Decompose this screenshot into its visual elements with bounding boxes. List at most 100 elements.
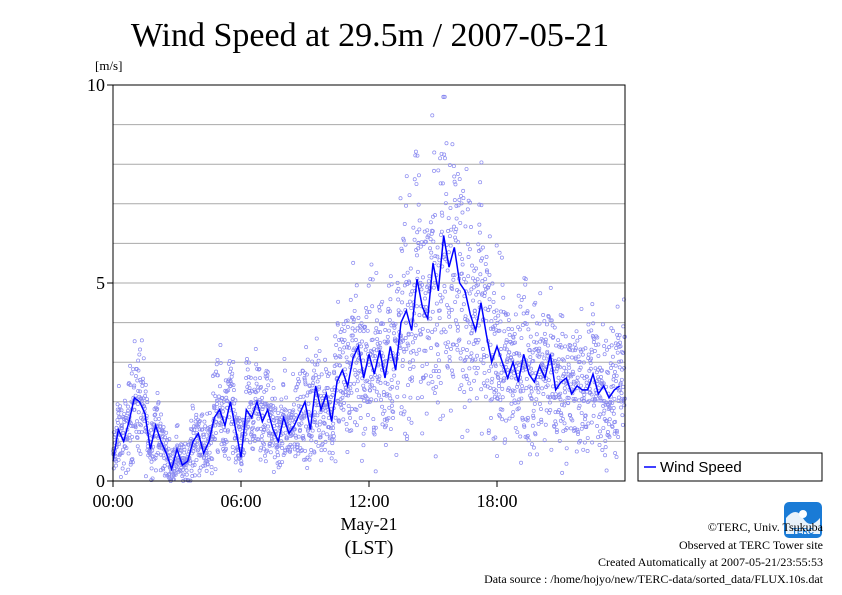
scatter-point [609,326,614,331]
scatter-point [230,371,235,376]
scatter-point [392,325,397,330]
scatter-point [135,419,139,424]
scatter-point [398,196,403,201]
scatter-point [488,342,493,347]
scatter-point [325,386,330,390]
scatter-point [505,312,510,317]
scatter-point [289,444,294,449]
scatter-point [202,432,207,437]
scatter-point [559,345,564,350]
scatter-point [597,443,602,447]
scatter-point [447,314,452,319]
scatter-point [560,331,565,336]
scatter-point [136,388,141,393]
scatter-point [339,405,344,410]
scatter-point [575,427,580,432]
scatter-point [411,225,416,230]
scatter-point [458,356,463,361]
scatter-point [250,434,255,439]
scatter-point [439,330,444,335]
scatter-point [550,392,555,397]
scatter-point [479,387,484,392]
scatter-point [436,168,441,173]
scatter-point [216,394,221,399]
scatter-point [559,402,564,407]
scatter-point [359,321,364,326]
scatter-point [116,384,121,388]
scatter-point [182,447,187,452]
scatter-point [405,270,410,275]
scatter-point [305,393,310,398]
scatter-point [611,411,616,416]
scatter-point [464,324,469,329]
scatter-point [570,355,574,360]
scatter-point [253,396,258,401]
scatter-point [307,457,312,462]
scatter-point [318,419,323,424]
scatter-point [620,367,624,372]
scatter-point [229,366,233,371]
scatter-point [397,313,401,318]
scatter-point [467,247,472,252]
scatter-point [405,434,409,439]
legend: Wind Speed [637,452,823,482]
scatter-point [439,151,444,156]
scatter-point [288,449,292,454]
scatter-point [140,383,145,388]
scatter-point [395,280,400,285]
scatter-point [499,347,504,351]
scatter-point [424,362,429,366]
scatter-point [446,216,451,221]
scatter-point [252,433,257,438]
scatter-point [444,141,449,146]
scatter-point [205,411,210,416]
scatter-point [377,308,382,313]
scatter-point [332,371,337,376]
scatter-point [412,237,417,242]
scatter-point [513,425,518,430]
scatter-point [455,328,460,333]
scatter-point [438,181,443,186]
scatter-point [479,431,484,436]
scatter-point [368,277,373,282]
scatter-point [461,374,466,379]
scatter-point [479,203,484,208]
scatter-point [413,323,418,328]
scatter-point [429,255,434,260]
scatter-point [608,361,613,366]
scatter-point [391,410,396,414]
scatter-point [380,299,385,304]
scatter-point [163,435,168,440]
scatter-point [303,382,308,387]
scatter-point [157,442,162,447]
scatter-point [517,397,522,402]
scatter-point [455,347,460,352]
scatter-point [345,318,350,323]
scatter-point [396,380,400,385]
scatter-point [483,394,488,399]
scatter-point [401,273,406,278]
scatter-point [522,295,527,300]
scatter-point [342,401,347,405]
scatter-point [277,443,282,448]
scatter-point [438,381,443,385]
scatter-point [353,328,358,333]
scatter-point [556,375,561,380]
scatter-point [369,383,374,388]
scatter-point [349,428,354,433]
scatter-point [239,462,244,467]
scatter-point [592,398,597,403]
scatter-point [591,321,596,326]
scatter-point [503,437,508,442]
scatter-point [329,456,334,461]
scatter-point [353,337,358,342]
scatter-point [495,372,500,377]
scatter-point [376,330,381,335]
scatter-point [417,347,422,352]
scatter-point [265,448,270,453]
scatter-point [542,331,547,336]
scatter-point [308,452,313,457]
scatter-point [474,266,479,271]
scatter-point [298,371,302,376]
scatter-point [301,369,305,374]
